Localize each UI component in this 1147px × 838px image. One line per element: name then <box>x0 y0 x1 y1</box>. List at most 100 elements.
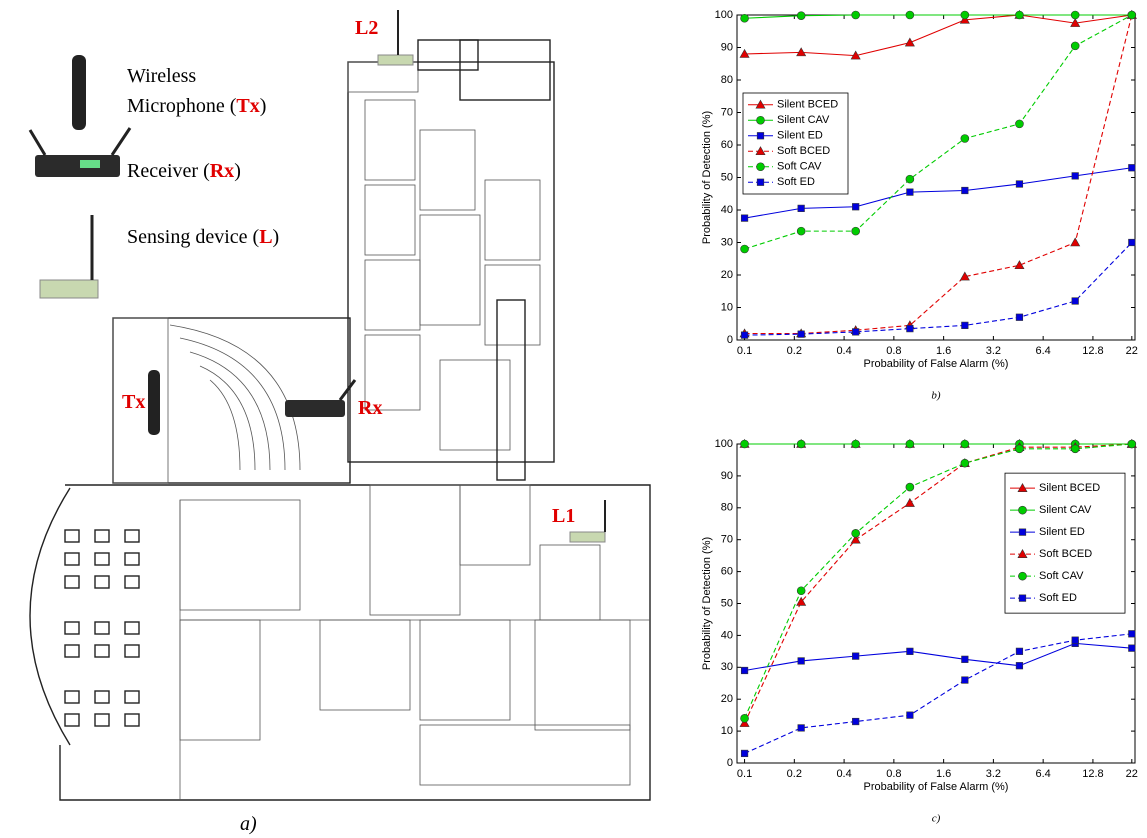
room <box>420 620 510 720</box>
y-tick-label: 80 <box>721 74 733 86</box>
marker <box>1016 662 1023 669</box>
table <box>95 714 109 726</box>
table <box>95 576 109 588</box>
legend-text: Sensing device ( <box>127 226 260 248</box>
floor-plan <box>30 40 650 800</box>
marker <box>797 587 805 595</box>
seating <box>170 325 300 470</box>
legend-line: Wireless <box>127 65 196 87</box>
legend: Silent BCEDSilent CAVSilent EDSoft BCEDS… <box>743 93 848 194</box>
marker <box>1129 631 1136 638</box>
marker <box>907 325 914 332</box>
legend-label: Soft CAV <box>777 161 822 173</box>
marker <box>1019 595 1026 602</box>
marker <box>1129 645 1136 652</box>
marker <box>852 440 860 448</box>
table <box>125 576 139 588</box>
legend-label: Soft BCED <box>1039 548 1092 560</box>
marker <box>798 205 805 212</box>
receiver-screen <box>80 160 100 168</box>
y-tick-label: 50 <box>721 597 733 609</box>
marker <box>1019 529 1026 536</box>
table <box>65 714 79 726</box>
legend-code: L <box>259 226 272 248</box>
room <box>540 545 600 620</box>
y-tick-label: 70 <box>721 534 733 546</box>
room <box>420 215 480 325</box>
legend-label: Silent ED <box>1039 526 1085 538</box>
marker <box>741 750 748 757</box>
x-tick-label: 0.8 <box>886 768 901 780</box>
y-tick-label: 70 <box>721 106 733 118</box>
main-block <box>60 485 650 800</box>
x-tick-label: 3.2 <box>986 768 1001 780</box>
y-tick-label: 90 <box>721 41 733 53</box>
marker <box>852 653 859 660</box>
map-label: L2 <box>355 17 378 39</box>
room <box>485 180 540 260</box>
table <box>65 576 79 588</box>
marker <box>757 116 765 124</box>
marker <box>757 179 764 186</box>
y-tick-label: 100 <box>715 9 733 21</box>
sensor-icon <box>40 280 98 298</box>
map-label: Rx <box>358 397 382 419</box>
marker <box>1071 445 1079 453</box>
y-axis-label: Probability of Detection (%) <box>701 111 713 244</box>
marker <box>1015 445 1023 453</box>
marker <box>906 483 914 491</box>
marker <box>852 203 859 210</box>
legend-line: Microphone (Tx) <box>127 95 266 117</box>
legend-text: Receiver ( <box>127 160 210 182</box>
map-label: Tx <box>122 391 145 413</box>
marker <box>797 227 805 235</box>
marker <box>852 329 859 336</box>
marker <box>741 714 749 722</box>
marker <box>852 718 859 725</box>
y-tick-label: 60 <box>721 139 733 151</box>
marker <box>907 648 914 655</box>
y-tick-label: 90 <box>721 470 733 482</box>
room <box>420 725 630 785</box>
room <box>348 62 418 92</box>
room <box>420 130 475 210</box>
legend-line: Receiver (Rx) <box>127 160 241 182</box>
legend-line: Sensing device (L) <box>127 226 279 248</box>
legend-label: Soft ED <box>777 176 815 188</box>
marker <box>962 656 969 663</box>
room <box>365 185 415 255</box>
mic-icon <box>72 55 86 130</box>
table <box>65 691 79 703</box>
chart: 01020304050607080901000.10.20.40.81.63.2… <box>701 438 1138 825</box>
marker <box>1016 648 1023 655</box>
marker <box>962 322 969 329</box>
marker <box>906 175 914 183</box>
room <box>535 620 630 730</box>
marker <box>798 725 805 732</box>
map-label: L1 <box>552 505 575 527</box>
legend-text: ) <box>234 160 241 182</box>
marker <box>1128 440 1136 448</box>
marker <box>852 11 860 19</box>
legend-label: Soft CAV <box>1039 570 1084 582</box>
marker <box>906 11 914 19</box>
x-tick-label: 0.4 <box>836 345 851 357</box>
y-tick-label: 40 <box>721 629 733 641</box>
marker <box>741 332 748 339</box>
marker <box>798 658 805 665</box>
marker <box>962 677 969 684</box>
legend-code: Tx <box>236 95 259 117</box>
marker <box>741 667 748 674</box>
y-tick-label: 50 <box>721 171 733 183</box>
table <box>65 645 79 657</box>
seating <box>210 380 240 470</box>
room <box>180 500 300 610</box>
legend-label: Soft BCED <box>777 145 830 157</box>
marker <box>961 11 969 19</box>
legend-text: ) <box>273 226 280 248</box>
antenna <box>30 130 45 155</box>
x-axis-label: Probability of False Alarm (%) <box>864 781 1009 793</box>
legend-code: Rx <box>210 160 234 182</box>
legend-label: Silent ED <box>777 130 823 142</box>
